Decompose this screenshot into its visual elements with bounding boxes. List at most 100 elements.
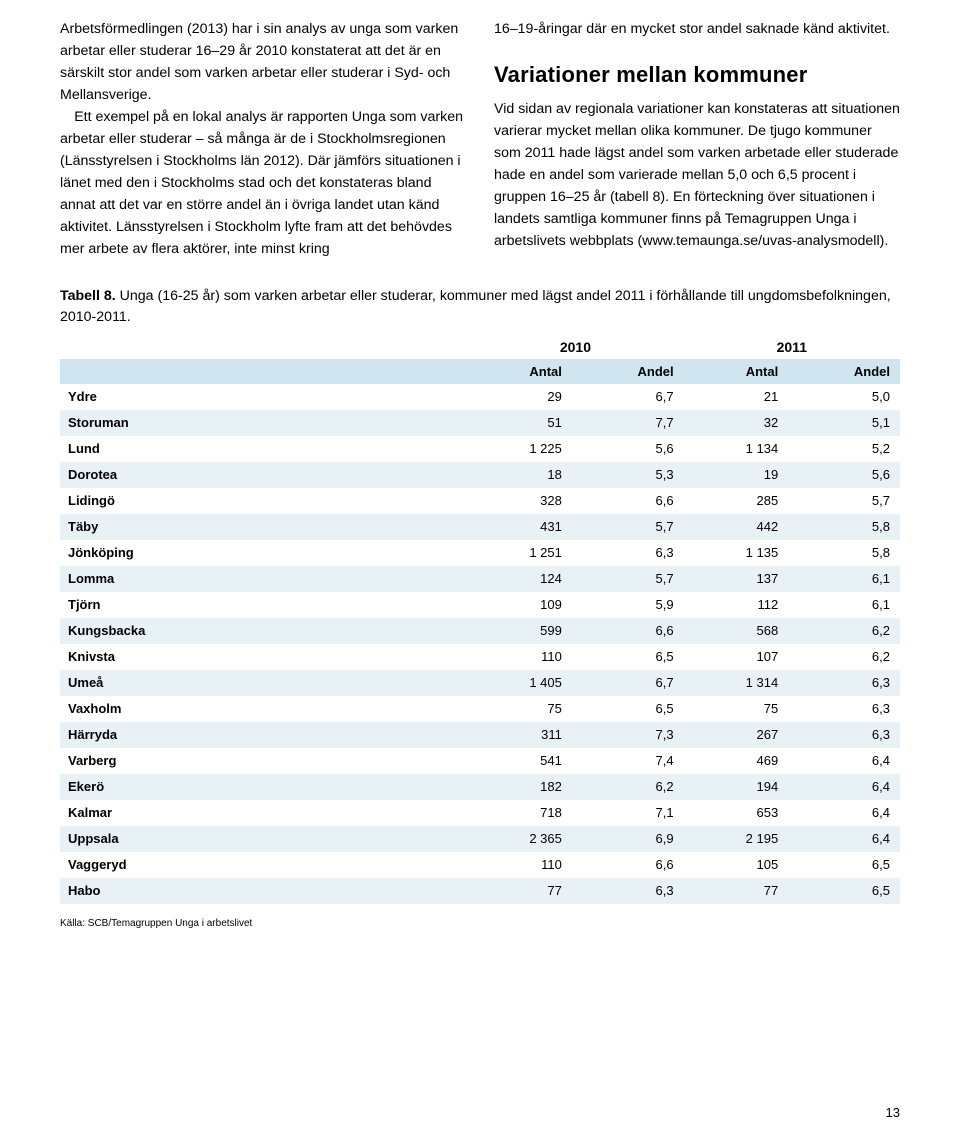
table-year-row: 2010 2011 [60, 333, 900, 359]
cell-andel-2010: 6,3 [572, 540, 684, 566]
cell-antal-2010: 29 [467, 384, 572, 410]
table-row: Kalmar7187,16536,4 [60, 800, 900, 826]
cell-antal-2011: 1 135 [684, 540, 789, 566]
cell-andel-2010: 6,3 [572, 878, 684, 904]
cell-antal-2010: 51 [467, 410, 572, 436]
table-title-rest: Unga (16-25 år) som varken arbetar eller… [60, 288, 891, 325]
cell-andel-2010: 5,7 [572, 566, 684, 592]
cell-andel-2011: 6,3 [788, 696, 900, 722]
cell-andel-2010: 5,9 [572, 592, 684, 618]
table-header-row: Antal Andel Antal Andel [60, 359, 900, 384]
table-row: Vaggeryd1106,61056,5 [60, 852, 900, 878]
col-andel-2011: Andel [788, 359, 900, 384]
cell-antal-2010: 124 [467, 566, 572, 592]
page-number: 13 [886, 1105, 900, 1120]
cell-andel-2010: 7,1 [572, 800, 684, 826]
cell-antal-2011: 21 [684, 384, 789, 410]
cell-andel-2010: 5,7 [572, 514, 684, 540]
cell-andel-2010: 6,5 [572, 644, 684, 670]
cell-andel-2011: 5,2 [788, 436, 900, 462]
cell-antal-2011: 285 [684, 488, 789, 514]
cell-antal-2010: 1 405 [467, 670, 572, 696]
cell-antal-2010: 328 [467, 488, 572, 514]
cell-antal-2011: 107 [684, 644, 789, 670]
cell-name: Kungsbacka [60, 618, 467, 644]
cell-antal-2011: 267 [684, 722, 789, 748]
cell-antal-2010: 599 [467, 618, 572, 644]
cell-name: Varberg [60, 748, 467, 774]
cell-andel-2010: 6,7 [572, 384, 684, 410]
cell-andel-2011: 5,7 [788, 488, 900, 514]
col-andel-2010: Andel [572, 359, 684, 384]
cell-antal-2010: 541 [467, 748, 572, 774]
left-para-2: Ett exempel på en lokal analys är rappor… [60, 106, 466, 260]
col-antal-2011: Antal [684, 359, 789, 384]
cell-andel-2010: 6,6 [572, 852, 684, 878]
cell-andel-2011: 6,3 [788, 722, 900, 748]
cell-antal-2011: 137 [684, 566, 789, 592]
cell-andel-2011: 6,4 [788, 748, 900, 774]
cell-antal-2010: 2 365 [467, 826, 572, 852]
cell-antal-2010: 110 [467, 644, 572, 670]
cell-andel-2010: 5,6 [572, 436, 684, 462]
left-para-1: Arbetsförmedlingen (2013) har i sin anal… [60, 18, 466, 106]
col-antal-2010: Antal [467, 359, 572, 384]
cell-antal-2011: 469 [684, 748, 789, 774]
left-column: Arbetsförmedlingen (2013) har i sin anal… [60, 18, 466, 260]
cell-name: Ekerö [60, 774, 467, 800]
cell-andel-2010: 6,2 [572, 774, 684, 800]
table-row: Umeå1 4056,71 3146,3 [60, 670, 900, 696]
table-row: Habo776,3776,5 [60, 878, 900, 904]
year-2010: 2010 [467, 333, 683, 359]
cell-antal-2010: 18 [467, 462, 572, 488]
cell-antal-2011: 653 [684, 800, 789, 826]
body-columns: Arbetsförmedlingen (2013) har i sin anal… [60, 18, 900, 260]
cell-antal-2011: 568 [684, 618, 789, 644]
cell-antal-2010: 109 [467, 592, 572, 618]
cell-antal-2010: 431 [467, 514, 572, 540]
cell-andel-2010: 6,7 [572, 670, 684, 696]
col-name [60, 359, 467, 384]
table-row: Lund1 2255,61 1345,2 [60, 436, 900, 462]
cell-antal-2011: 32 [684, 410, 789, 436]
cell-name: Storuman [60, 410, 467, 436]
cell-name: Jönköping [60, 540, 467, 566]
cell-name: Tjörn [60, 592, 467, 618]
table-row: Dorotea185,3195,6 [60, 462, 900, 488]
cell-antal-2011: 19 [684, 462, 789, 488]
cell-name: Habo [60, 878, 467, 904]
cell-andel-2010: 6,6 [572, 618, 684, 644]
cell-name: Vaxholm [60, 696, 467, 722]
cell-andel-2010: 5,3 [572, 462, 684, 488]
cell-name: Ydre [60, 384, 467, 410]
cell-andel-2011: 6,5 [788, 878, 900, 904]
cell-name: Knivsta [60, 644, 467, 670]
cell-andel-2011: 5,8 [788, 540, 900, 566]
right-column: 16–19-åringar där en mycket stor andel s… [494, 18, 900, 260]
cell-name: Täby [60, 514, 467, 540]
cell-antal-2011: 1 314 [684, 670, 789, 696]
cell-andel-2011: 6,1 [788, 566, 900, 592]
section-heading: Variationer mellan kommuner [494, 58, 900, 92]
cell-antal-2010: 718 [467, 800, 572, 826]
data-table: 2010 2011 Antal Andel Antal Andel Ydre29… [60, 333, 900, 904]
cell-name: Dorotea [60, 462, 467, 488]
cell-name: Härryda [60, 722, 467, 748]
table-row: Lidingö3286,62855,7 [60, 488, 900, 514]
cell-antal-2010: 182 [467, 774, 572, 800]
table-row: Vaxholm756,5756,3 [60, 696, 900, 722]
right-para-2: Vid sidan av regionala variationer kan k… [494, 98, 900, 252]
cell-antal-2011: 112 [684, 592, 789, 618]
cell-antal-2011: 77 [684, 878, 789, 904]
cell-andel-2011: 6,4 [788, 826, 900, 852]
cell-andel-2011: 6,4 [788, 800, 900, 826]
cell-andel-2011: 6,5 [788, 852, 900, 878]
table-row: Täby4315,74425,8 [60, 514, 900, 540]
cell-andel-2011: 6,2 [788, 618, 900, 644]
right-para-1: 16–19-åringar där en mycket stor andel s… [494, 18, 900, 40]
cell-antal-2010: 311 [467, 722, 572, 748]
cell-antal-2011: 194 [684, 774, 789, 800]
year-2011: 2011 [684, 333, 900, 359]
cell-andel-2010: 6,5 [572, 696, 684, 722]
cell-andel-2011: 6,2 [788, 644, 900, 670]
